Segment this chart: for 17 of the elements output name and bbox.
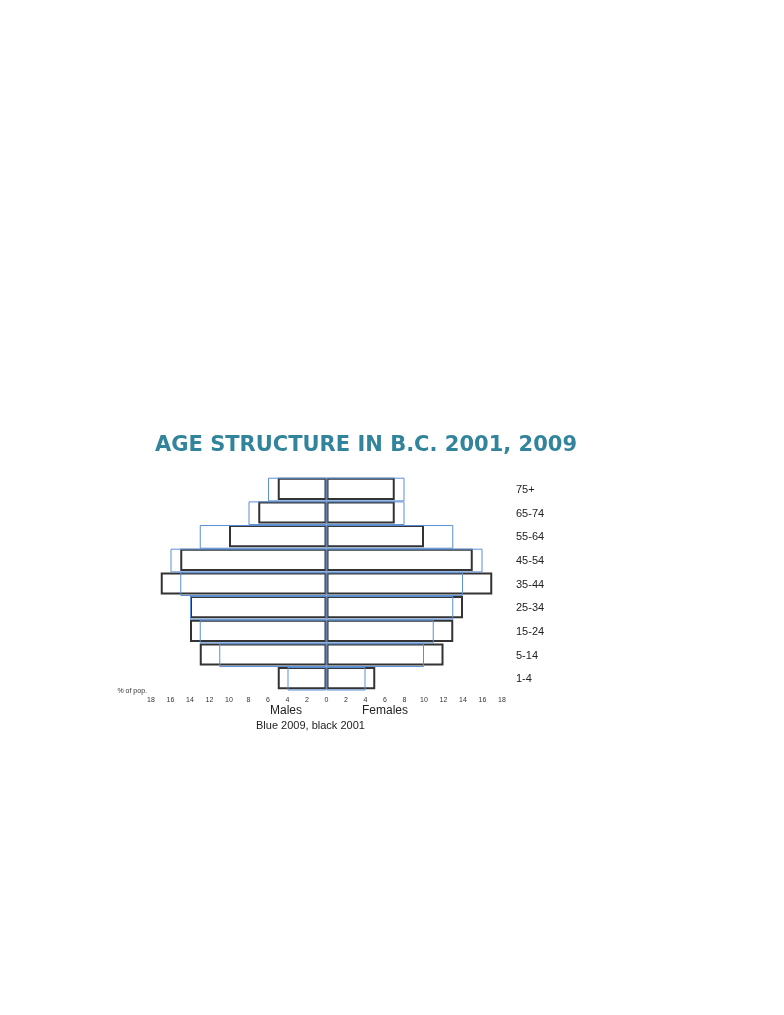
chart-title: AGE STRUCTURE IN B.C. 2001, 2009 (155, 431, 577, 456)
y-tick-label: 5-14 (516, 648, 539, 661)
bar (229, 525, 327, 548)
bar (326, 525, 424, 548)
y-tick-label: 25-34 (516, 601, 545, 614)
y-tick-label: 45-54 (516, 553, 545, 566)
text: Males (270, 703, 303, 717)
text: Females (362, 703, 409, 717)
bar (326, 477, 395, 500)
y-tick-label: 75+ (516, 482, 535, 495)
text: Blue 2009, black 2001 (256, 718, 365, 731)
y-tick-label: 55-64 (516, 530, 545, 543)
y-tick-label: 15-24 (516, 624, 545, 637)
bar (277, 477, 327, 500)
y-tick-label: 65-74 (516, 506, 545, 519)
y-tick-label: 35-44 (516, 577, 545, 590)
y-tick-label: 1-4 (516, 672, 532, 685)
